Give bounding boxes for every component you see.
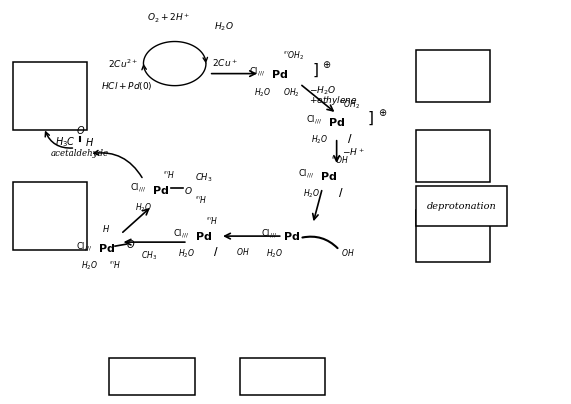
Text: $OH_2$: $OH_2$ (283, 86, 299, 99)
Text: Cl$_{\mathit{///}}$: Cl$_{\mathit{///}}$ (130, 181, 146, 194)
Text: $H_2O$: $H_2O$ (266, 247, 283, 260)
Text: $\mathbf{/\!\!/}$: $\mathbf{/\!\!/}$ (214, 245, 219, 258)
Text: $H_2O$: $H_2O$ (254, 86, 271, 99)
Text: acetaldehyde: acetaldehyde (51, 149, 109, 158)
Bar (13, 61, 87, 130)
Bar (110, 358, 195, 395)
Text: $2Cu^+$: $2Cu^+$ (212, 58, 238, 69)
Text: $H_2O$: $H_2O$ (215, 21, 234, 34)
Text: $OH$: $OH$ (236, 246, 250, 257)
Text: $\mathbf{Pd}$: $\mathbf{Pd}$ (195, 230, 212, 242)
Bar (416, 210, 490, 262)
Text: $O$: $O$ (184, 185, 193, 196)
Text: $O$: $O$ (77, 124, 86, 136)
Text: Cl$_{\mathit{///}}$: Cl$_{\mathit{///}}$ (250, 65, 266, 78)
Text: $+ ethylene$: $+ ethylene$ (309, 95, 358, 107)
Text: $^{\prime\prime\prime}H$: $^{\prime\prime\prime}H$ (206, 215, 218, 226)
Text: $-H^+$: $-H^+$ (343, 146, 365, 158)
Text: $^{\prime\prime\prime}OH_2$: $^{\prime\prime\prime}OH_2$ (340, 98, 361, 111)
Text: $\mathbf{Pd}$: $\mathbf{Pd}$ (98, 242, 115, 254)
Bar (416, 130, 490, 182)
Text: $2Cu^{2+}$: $2Cu^{2+}$ (108, 57, 138, 70)
Text: $H$: $H$ (102, 223, 111, 234)
Text: $\mathbf{Pd}$: $\mathbf{Pd}$ (152, 184, 169, 196)
Text: $H_2O$: $H_2O$ (303, 187, 320, 200)
Text: $\mathbf{Pd}$: $\mathbf{Pd}$ (320, 170, 337, 182)
Text: $\mathbf{Pd}$: $\mathbf{Pd}$ (283, 230, 300, 242)
Text: $\mathbf{Pd}$: $\mathbf{Pd}$ (271, 67, 288, 80)
Text: $O_2 + 2H^+$: $O_2 + 2H^+$ (147, 12, 191, 25)
Text: $CH_3$: $CH_3$ (140, 250, 156, 263)
Bar (416, 186, 507, 226)
Text: Cl$_{\mathit{///}}$: Cl$_{\mathit{///}}$ (306, 114, 323, 126)
Bar (416, 50, 490, 102)
Text: deprotonation: deprotonation (427, 202, 497, 210)
Text: $H_2O$: $H_2O$ (178, 247, 195, 260)
Text: $^{\prime\prime\prime}H$: $^{\prime\prime\prime}H$ (110, 259, 122, 270)
Bar (240, 358, 325, 395)
Text: $H_2O$: $H_2O$ (311, 134, 328, 146)
Text: $^{\prime\prime\prime}OH$: $^{\prime\prime\prime}OH$ (331, 154, 349, 165)
Text: $\mathbf{Pd}$: $\mathbf{Pd}$ (328, 116, 345, 128)
Text: $\oplus$: $\oplus$ (323, 59, 332, 70)
Text: ]: ] (368, 111, 374, 126)
Text: $H$: $H$ (86, 136, 95, 148)
Text: $\mathbf{/\!\!/}$: $\mathbf{/\!\!/}$ (339, 186, 344, 199)
Text: $O$: $O$ (126, 238, 135, 250)
Text: $H_2O$: $H_2O$ (81, 259, 98, 272)
Text: ]: ] (313, 63, 319, 78)
Text: $\mathbf{/\!\!/}$: $\mathbf{/\!\!/}$ (347, 132, 353, 145)
Text: $H_3C$: $H_3C$ (54, 135, 75, 149)
Text: $H_2O$: $H_2O$ (135, 201, 152, 214)
Text: Cl$_{\mathit{///}}$: Cl$_{\mathit{///}}$ (76, 240, 93, 252)
Text: $CH_3$: $CH_3$ (195, 172, 212, 184)
Bar (13, 182, 87, 250)
Text: Cl$_{\mathit{///}}$: Cl$_{\mathit{///}}$ (297, 168, 314, 180)
Text: Cl$_{\mathit{///}}$: Cl$_{\mathit{///}}$ (261, 228, 277, 240)
Text: $\oplus$: $\oplus$ (377, 107, 387, 118)
Text: $^{\prime\prime\prime}H$: $^{\prime\prime\prime}H$ (163, 168, 176, 179)
Text: Cl$_{\mathit{///}}$: Cl$_{\mathit{///}}$ (172, 228, 189, 240)
Text: $^{\prime\prime\prime}OH_2$: $^{\prime\prime\prime}OH_2$ (283, 49, 304, 61)
Text: $HCl + Pd(0)$: $HCl + Pd(0)$ (101, 80, 152, 92)
Text: $- H_2O$: $- H_2O$ (309, 84, 337, 97)
Text: $^{\prime\prime\prime}H$: $^{\prime\prime\prime}H$ (195, 194, 207, 206)
Text: $OH$: $OH$ (341, 247, 355, 258)
